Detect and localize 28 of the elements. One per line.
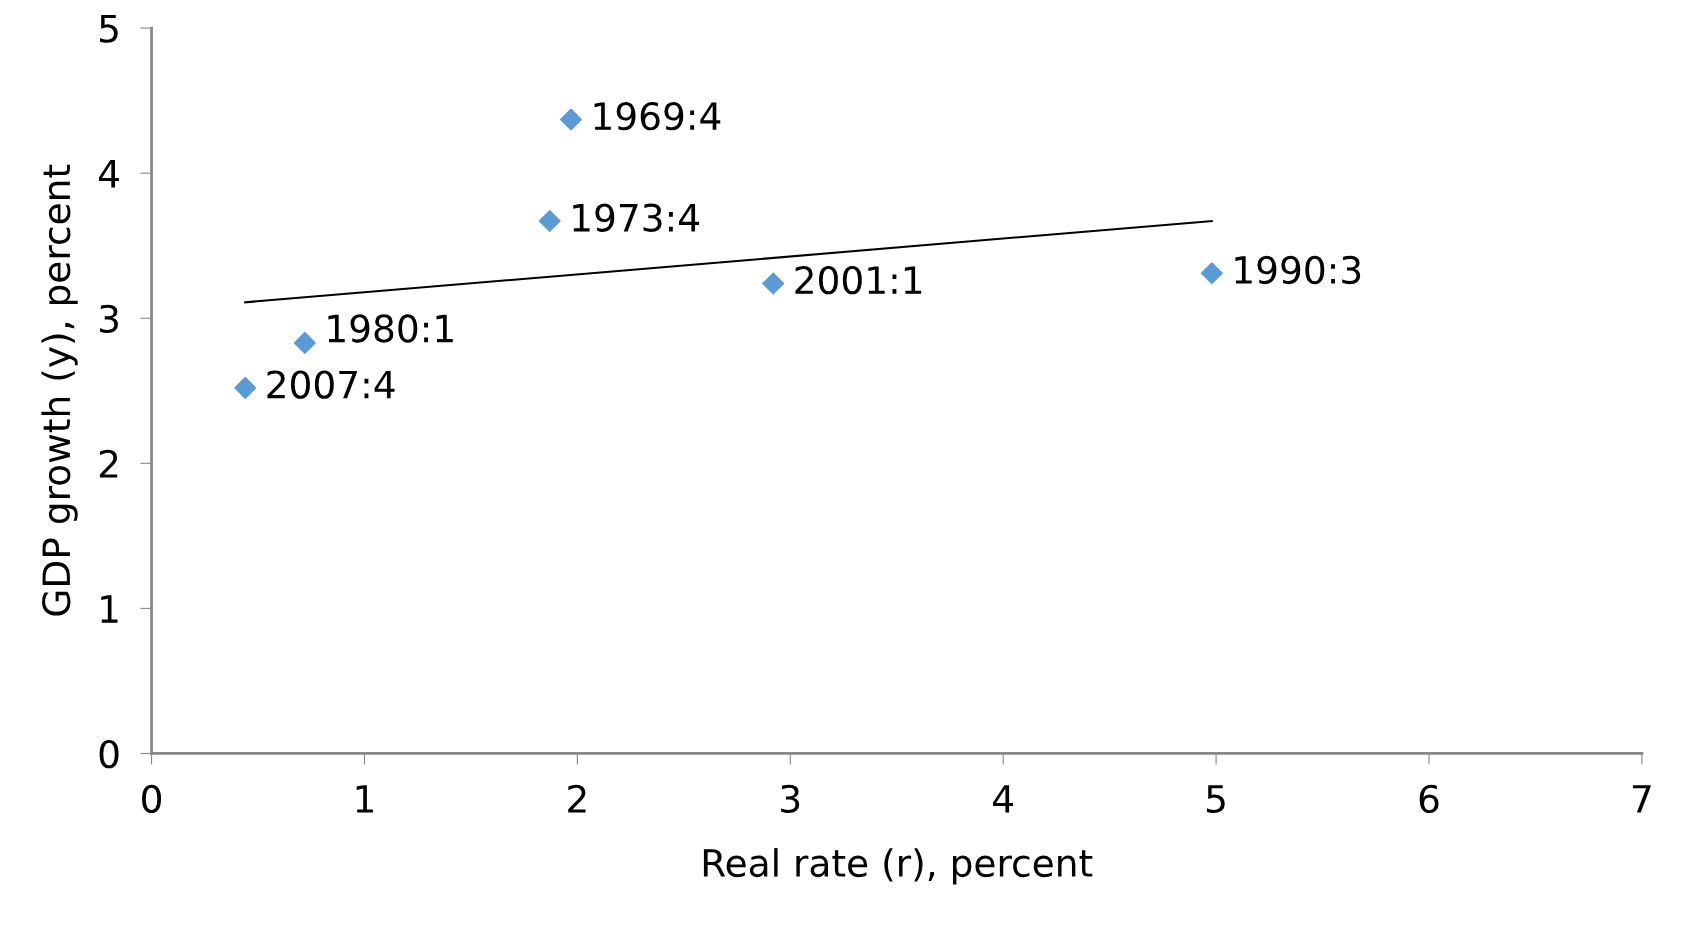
annotation: 1969:4 <box>594 102 721 131</box>
annotation: 1973:4 <box>573 203 699 232</box>
y-tick-label: 2 <box>99 449 118 478</box>
point <box>762 272 785 295</box>
y-axis-title: GDP growth (y), percent <box>41 164 78 616</box>
annotation: 2001:1 <box>795 265 922 295</box>
point <box>538 210 561 233</box>
y-tick-label: 5 <box>100 14 118 43</box>
annotation: 2007:4 <box>267 370 395 399</box>
point <box>293 331 316 354</box>
annotation: 1990:3 <box>1235 255 1361 285</box>
x-tick-label: 1 <box>356 785 373 813</box>
y-tick-label: 4 <box>98 160 119 188</box>
x-tick-label: 2 <box>568 784 586 813</box>
annotation: 1980:1 <box>328 314 453 343</box>
x-axis-title: Real rate (r), percent <box>703 848 1093 885</box>
y-tick-label: 1 <box>101 595 118 623</box>
y-tick-label: 0 <box>99 739 119 769</box>
y-tick-label: 3 <box>100 304 118 334</box>
x-tick-label: 7 <box>1633 785 1651 813</box>
x-tick-label: 4 <box>993 785 1014 813</box>
x-tick-label: 0 <box>142 784 161 814</box>
point <box>1200 262 1223 285</box>
x-tick-label: 6 <box>1419 784 1439 814</box>
point <box>234 376 257 399</box>
point <box>559 108 582 131</box>
x-tick-label: 5 <box>1207 785 1225 814</box>
x-tick-label: 3 <box>781 784 800 814</box>
